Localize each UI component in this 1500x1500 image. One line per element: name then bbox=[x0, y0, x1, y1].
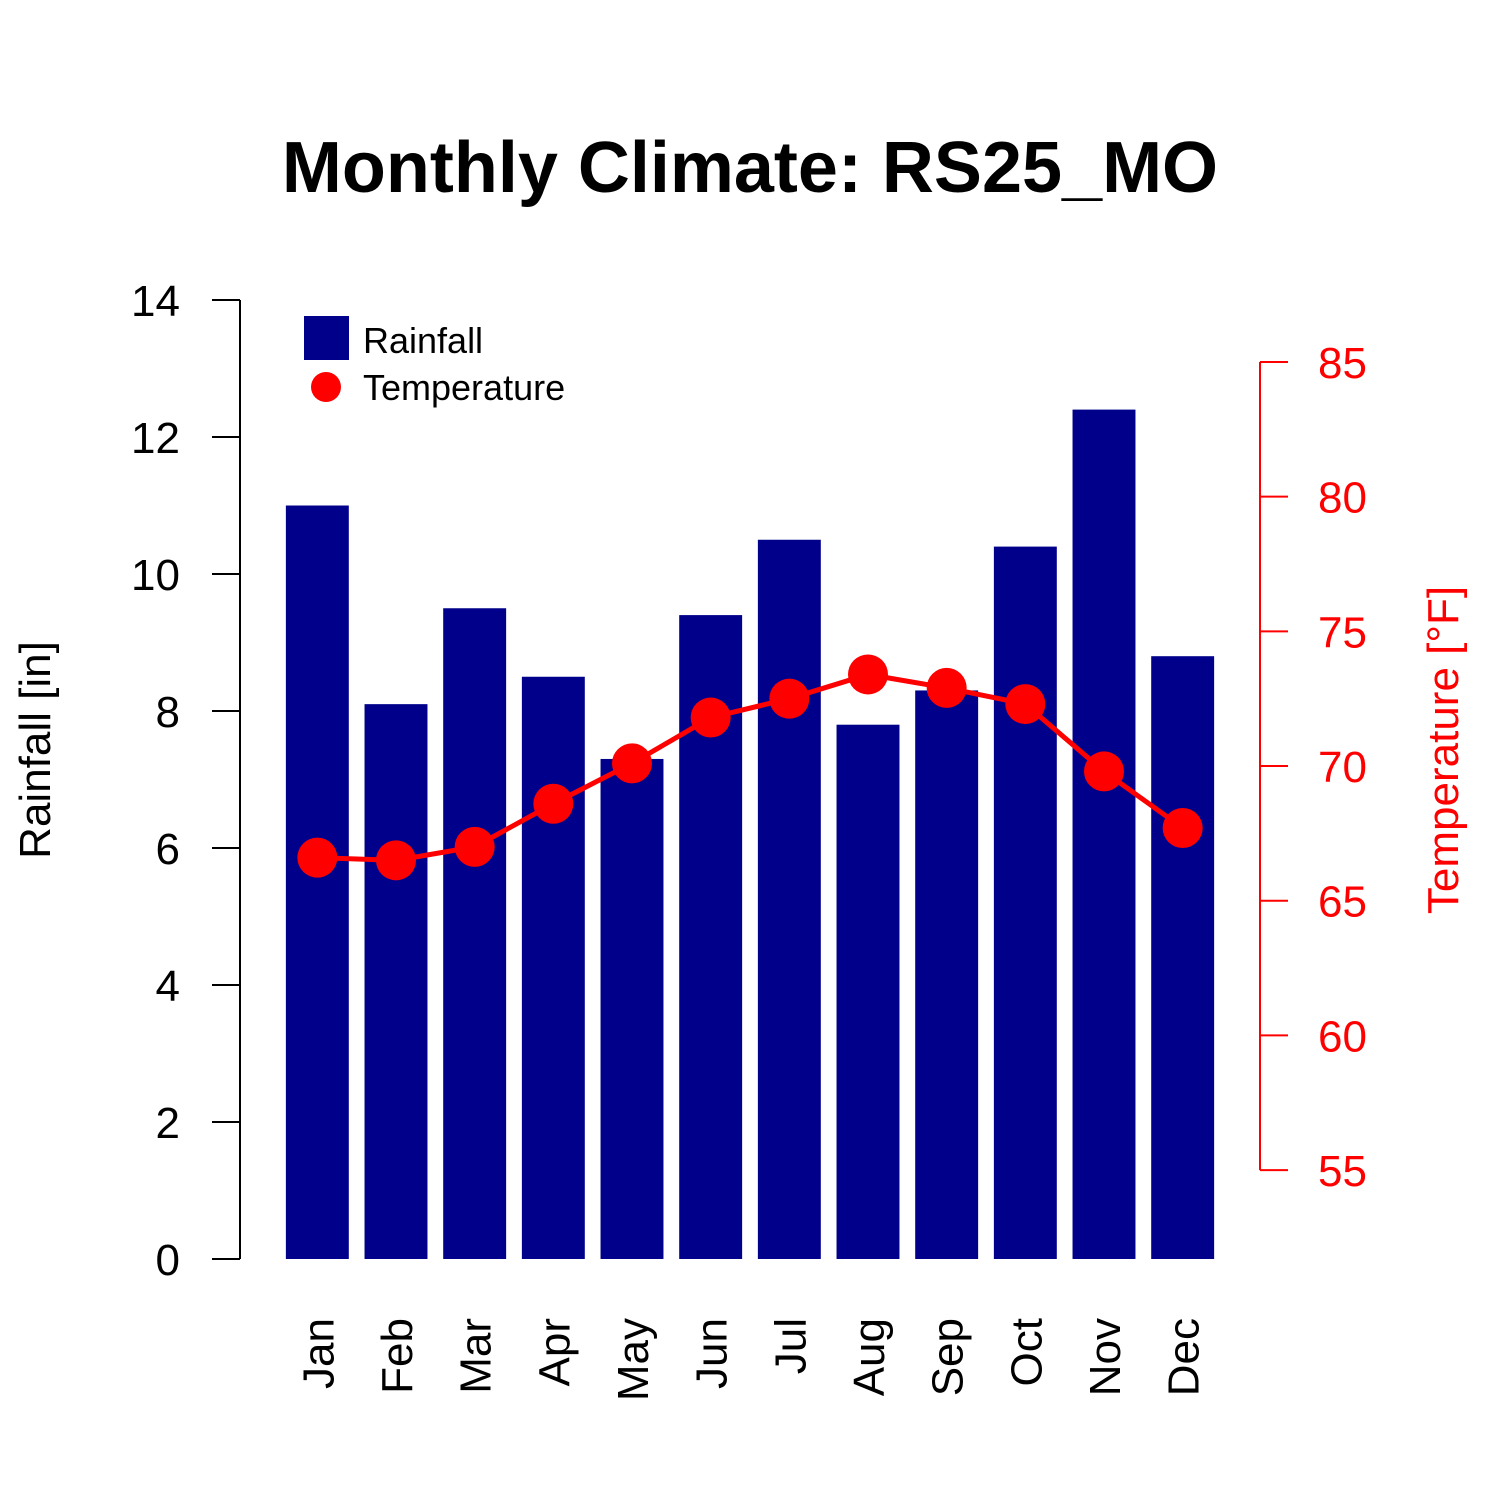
month-label-oct: Oct bbox=[1002, 1318, 1051, 1386]
legend-temperature-swatch bbox=[311, 372, 341, 402]
month-label-jan: Jan bbox=[294, 1318, 343, 1389]
temperature-point-nov bbox=[1084, 751, 1124, 792]
chart-title: Monthly Climate: RS25_MO bbox=[282, 128, 1218, 208]
right-tick-label: 70 bbox=[1318, 743, 1367, 792]
legend-rainfall-label: Rainfall bbox=[363, 320, 483, 361]
left-tick-label: 8 bbox=[156, 688, 180, 737]
y2-axis-label: Temperature [°F] bbox=[1419, 586, 1468, 914]
rainfall-bar-apr bbox=[521, 676, 585, 1259]
rainfall-bar-may bbox=[600, 758, 664, 1259]
month-label-jun: Jun bbox=[688, 1318, 737, 1389]
right-tick-label: 75 bbox=[1318, 608, 1367, 657]
rainfall-bar-jan bbox=[285, 505, 349, 1259]
rainfall-bar-dec bbox=[1151, 656, 1215, 1259]
legend-rainfall-swatch bbox=[304, 316, 349, 360]
left-y-axis: 0 2 4 6 8 10 12 14 bbox=[131, 277, 241, 1285]
right-tick-label: 80 bbox=[1318, 474, 1367, 523]
rainfall-bar-mar bbox=[443, 608, 507, 1259]
right-tick-label: 60 bbox=[1318, 1012, 1367, 1061]
temperature-point-dec bbox=[1162, 807, 1203, 848]
temperature-point-jul bbox=[769, 678, 810, 719]
y-axis-label: Rainfall [in] bbox=[11, 641, 60, 859]
month-label-feb: Feb bbox=[373, 1318, 422, 1394]
legend-temperature-label: Temperature bbox=[363, 367, 565, 408]
rainfall-bar-jul bbox=[757, 539, 821, 1259]
rainfall-bar-sep bbox=[915, 690, 979, 1259]
x-axis-labels: Jan Feb Mar Apr May Jun Jul Aug Sep Oct Nov Dec bbox=[294, 1318, 1208, 1401]
temperature-line-group bbox=[297, 654, 1203, 881]
left-tick-label: 10 bbox=[131, 551, 180, 600]
right-y-axis: 55 60 65 70 75 80 85 bbox=[1259, 339, 1367, 1196]
left-tick-label: 6 bbox=[156, 825, 180, 874]
temperature-point-may bbox=[612, 743, 652, 784]
left-tick-label: 14 bbox=[131, 277, 180, 326]
rainfall-bar-feb bbox=[364, 704, 428, 1259]
month-label-nov: Nov bbox=[1081, 1318, 1130, 1396]
right-tick-label: 65 bbox=[1318, 878, 1367, 927]
month-label-may: May bbox=[609, 1318, 658, 1401]
temperature-point-oct bbox=[1005, 684, 1046, 725]
temperature-point-jun bbox=[690, 697, 731, 738]
rainfall-bar-oct bbox=[993, 546, 1057, 1259]
temperature-point-sep bbox=[926, 667, 967, 708]
left-tick-label: 0 bbox=[156, 1236, 180, 1285]
month-label-sep: Sep bbox=[924, 1318, 973, 1396]
temperature-point-aug bbox=[848, 654, 888, 695]
right-tick-label: 55 bbox=[1318, 1147, 1367, 1196]
right-tick-label: 85 bbox=[1318, 339, 1367, 388]
month-label-aug: Aug bbox=[845, 1318, 894, 1396]
left-tick-label: 4 bbox=[156, 962, 180, 1011]
left-tick-label: 2 bbox=[156, 1099, 180, 1148]
temperature-point-feb bbox=[376, 840, 416, 881]
temperature-point-mar bbox=[454, 826, 495, 867]
temperature-point-jan bbox=[297, 837, 338, 878]
month-label-apr: Apr bbox=[530, 1318, 579, 1386]
temperature-point-apr bbox=[533, 783, 574, 824]
month-label-jul: Jul bbox=[766, 1318, 815, 1374]
left-tick-label: 12 bbox=[131, 414, 180, 463]
month-label-dec: Dec bbox=[1160, 1318, 1209, 1396]
rainfall-bars bbox=[285, 409, 1215, 1260]
rainfall-bar-nov bbox=[1072, 409, 1136, 1260]
month-label-mar: Mar bbox=[452, 1318, 501, 1394]
rainfall-bar-aug bbox=[836, 724, 900, 1259]
legend: Rainfall Temperature bbox=[304, 316, 565, 408]
